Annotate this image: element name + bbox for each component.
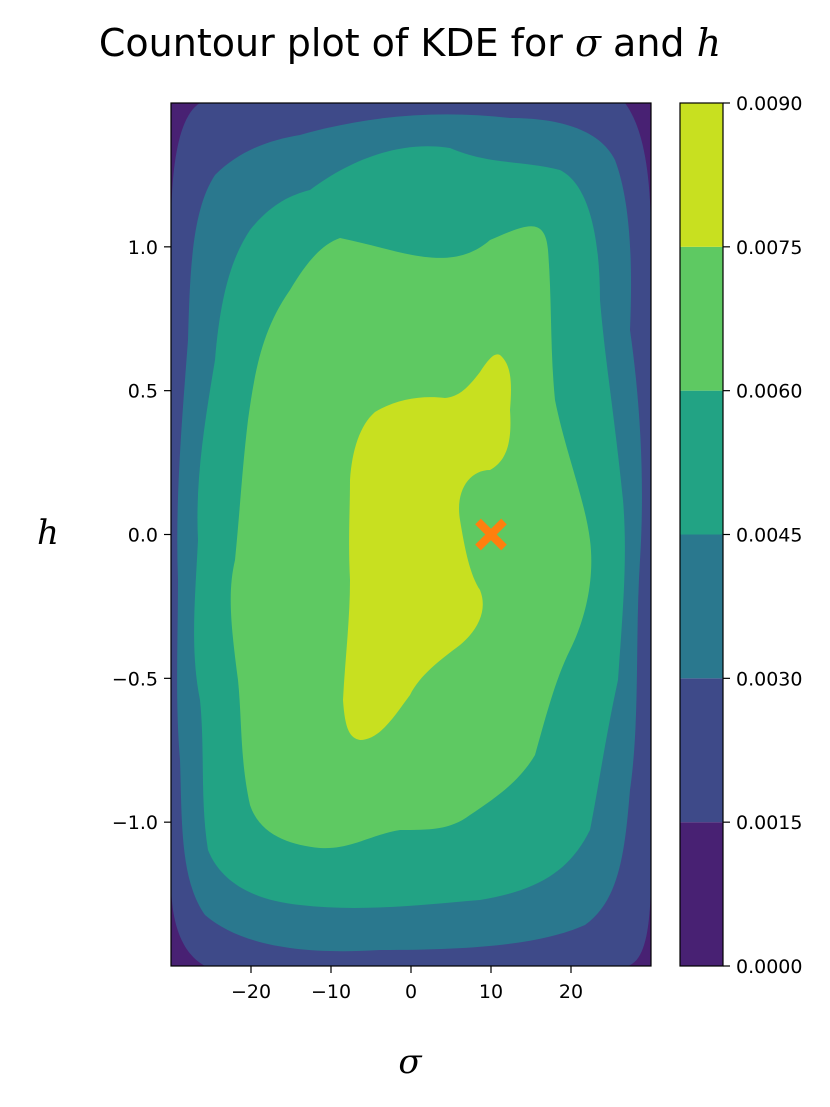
colorbar-ticks: 0.0000 0.0015 0.0030 0.0045 0.0060 0.0075 0.00…	[723, 93, 802, 978]
colorbar-tick-label: 0.0045	[736, 525, 802, 547]
y-tick-label: −1.0	[112, 812, 158, 834]
colorbar-segment	[680, 534, 723, 679]
colorbar-segment	[680, 390, 723, 535]
x-tick-label: 20	[559, 981, 583, 1003]
x-tick-label: −20	[231, 981, 271, 1003]
y-axis-ticks: 1.0 0.5 0.0 −0.5 −1.0	[112, 237, 171, 834]
chart-title: Countour plot of KDE for σ and h	[99, 21, 721, 65]
contour-band-5	[343, 354, 511, 740]
marker-x	[475, 518, 507, 551]
ground-truth-marker	[475, 518, 507, 551]
x-axis-label: σ	[398, 1042, 422, 1082]
colorbar-segment	[680, 246, 723, 391]
y-tick-label: 1.0	[128, 237, 158, 259]
colorbar-segment	[680, 103, 723, 247]
colorbar-tick-label: 0.0075	[736, 237, 802, 259]
colorbar-segment	[680, 822, 723, 966]
colorbar-tick-label: 0.0015	[736, 812, 802, 834]
colorbar	[680, 103, 723, 966]
colorbar-tick-label: 0.0090	[736, 93, 802, 115]
y-axis-label: h	[37, 513, 59, 553]
x-axis-ticks: −20 −10 0 10 20	[231, 966, 583, 1003]
y-tick-label: −0.5	[112, 668, 158, 690]
colorbar-segment	[680, 678, 723, 823]
y-tick-label: 0.0	[128, 525, 158, 547]
x-tick-label: 10	[479, 981, 503, 1003]
x-tick-label: −10	[311, 981, 351, 1003]
colorbar-tick-label: 0.0000	[736, 956, 802, 978]
y-tick-label: 0.5	[128, 381, 158, 403]
colorbar-tick-label: 0.0030	[736, 668, 802, 690]
colorbar-tick-label: 0.0060	[736, 381, 802, 403]
contour-plot	[171, 103, 651, 966]
x-tick-label: 0	[405, 981, 417, 1003]
